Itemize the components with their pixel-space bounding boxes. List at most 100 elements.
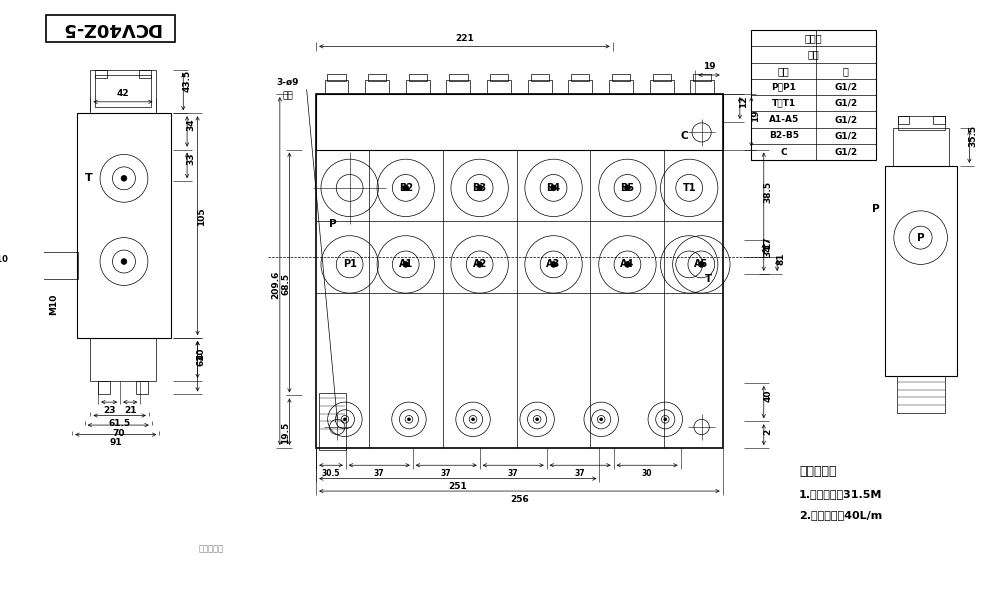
Bar: [612, 74, 630, 81]
Bar: [933, 116, 945, 124]
Text: 接口: 接口: [778, 65, 790, 76]
Text: 12: 12: [739, 96, 748, 108]
Bar: [571, 74, 589, 81]
Text: 17: 17: [763, 236, 772, 248]
Text: P1: P1: [343, 260, 357, 270]
Bar: [95, 75, 151, 107]
Text: 37: 37: [441, 469, 452, 478]
Text: G1/2: G1/2: [834, 131, 857, 140]
Text: 37: 37: [374, 469, 385, 478]
Circle shape: [551, 185, 556, 191]
Circle shape: [551, 261, 556, 267]
Text: 19: 19: [703, 62, 715, 71]
Text: 通孔: 通孔: [282, 91, 293, 100]
Bar: [368, 74, 386, 81]
Text: 海庄贵州图: 海庄贵州图: [198, 544, 223, 553]
Text: G1/2: G1/2: [834, 99, 857, 108]
Bar: [885, 166, 957, 376]
Bar: [37, 252, 78, 278]
Text: 19: 19: [751, 109, 760, 122]
Text: 221: 221: [455, 34, 474, 42]
Text: 40: 40: [197, 347, 206, 359]
Circle shape: [477, 261, 483, 267]
Text: A1: A1: [399, 260, 413, 270]
Text: 21: 21: [124, 406, 136, 415]
Text: B5: B5: [620, 183, 635, 193]
Text: 33: 33: [186, 153, 195, 165]
Text: 30.5: 30.5: [322, 469, 340, 478]
Bar: [98, 381, 110, 395]
Circle shape: [625, 185, 630, 191]
Bar: [751, 30, 876, 160]
Bar: [531, 74, 549, 81]
Bar: [22, 257, 39, 274]
Text: A1-A5: A1-A5: [769, 115, 799, 124]
Text: A5: A5: [694, 260, 708, 270]
Bar: [446, 80, 470, 94]
Bar: [77, 113, 171, 338]
Text: 1.额定压力：31.5M: 1.额定压力：31.5M: [799, 489, 883, 499]
Text: P: P: [872, 204, 879, 214]
Text: C: C: [681, 131, 688, 141]
Bar: [650, 80, 674, 94]
Text: C: C: [780, 148, 787, 156]
Bar: [325, 80, 348, 94]
Circle shape: [477, 185, 483, 191]
Text: 3-ø9: 3-ø9: [276, 78, 299, 87]
Text: 251: 251: [448, 483, 467, 491]
Circle shape: [343, 418, 346, 421]
Text: 23: 23: [103, 406, 115, 415]
Circle shape: [600, 418, 603, 421]
Bar: [528, 80, 552, 94]
Bar: [365, 80, 389, 94]
Text: 格: 格: [843, 65, 849, 76]
Bar: [897, 376, 945, 412]
Text: 70: 70: [112, 429, 124, 438]
Text: G1/2: G1/2: [834, 83, 857, 91]
Text: 35.5: 35.5: [969, 124, 978, 147]
Text: P，P1: P，P1: [771, 83, 796, 91]
Circle shape: [10, 264, 14, 267]
Circle shape: [664, 418, 667, 421]
Circle shape: [408, 418, 410, 421]
Bar: [690, 80, 714, 94]
Text: 2: 2: [763, 428, 772, 435]
Text: 209.6: 209.6: [272, 271, 281, 300]
Bar: [693, 74, 711, 81]
Text: 68.5: 68.5: [281, 273, 290, 294]
Text: 螺纹规: 螺纹规: [805, 33, 822, 43]
Circle shape: [403, 185, 409, 191]
Text: B2-B5: B2-B5: [769, 131, 799, 140]
Text: 34: 34: [763, 245, 772, 257]
Text: DCV40Z-5: DCV40Z-5: [61, 19, 160, 37]
Text: T，T1: T，T1: [772, 99, 796, 108]
Bar: [136, 381, 148, 395]
Bar: [327, 74, 346, 81]
Text: P: P: [329, 219, 336, 230]
Circle shape: [698, 261, 704, 267]
Text: B3: B3: [473, 183, 487, 193]
Text: G1/2: G1/2: [834, 148, 857, 156]
Text: A4: A4: [620, 260, 635, 270]
Circle shape: [536, 418, 539, 421]
Bar: [490, 74, 508, 81]
Text: 40: 40: [763, 389, 772, 402]
Text: 61.5: 61.5: [109, 419, 131, 428]
Text: T: T: [85, 173, 92, 183]
Bar: [406, 80, 430, 94]
Text: 阀体: 阀体: [808, 50, 819, 60]
Text: A3: A3: [546, 260, 561, 270]
Bar: [316, 94, 723, 150]
Text: 37: 37: [508, 469, 519, 478]
Text: T1: T1: [682, 183, 696, 193]
Bar: [139, 70, 151, 78]
Bar: [487, 80, 511, 94]
Bar: [653, 74, 671, 81]
Text: 105: 105: [197, 207, 206, 225]
Bar: [90, 70, 156, 113]
Text: 2.额定流量：40L/m: 2.额定流量：40L/m: [799, 510, 882, 520]
Circle shape: [121, 258, 127, 264]
Text: 61: 61: [197, 354, 206, 366]
Text: 30: 30: [642, 469, 652, 478]
Bar: [409, 74, 427, 81]
